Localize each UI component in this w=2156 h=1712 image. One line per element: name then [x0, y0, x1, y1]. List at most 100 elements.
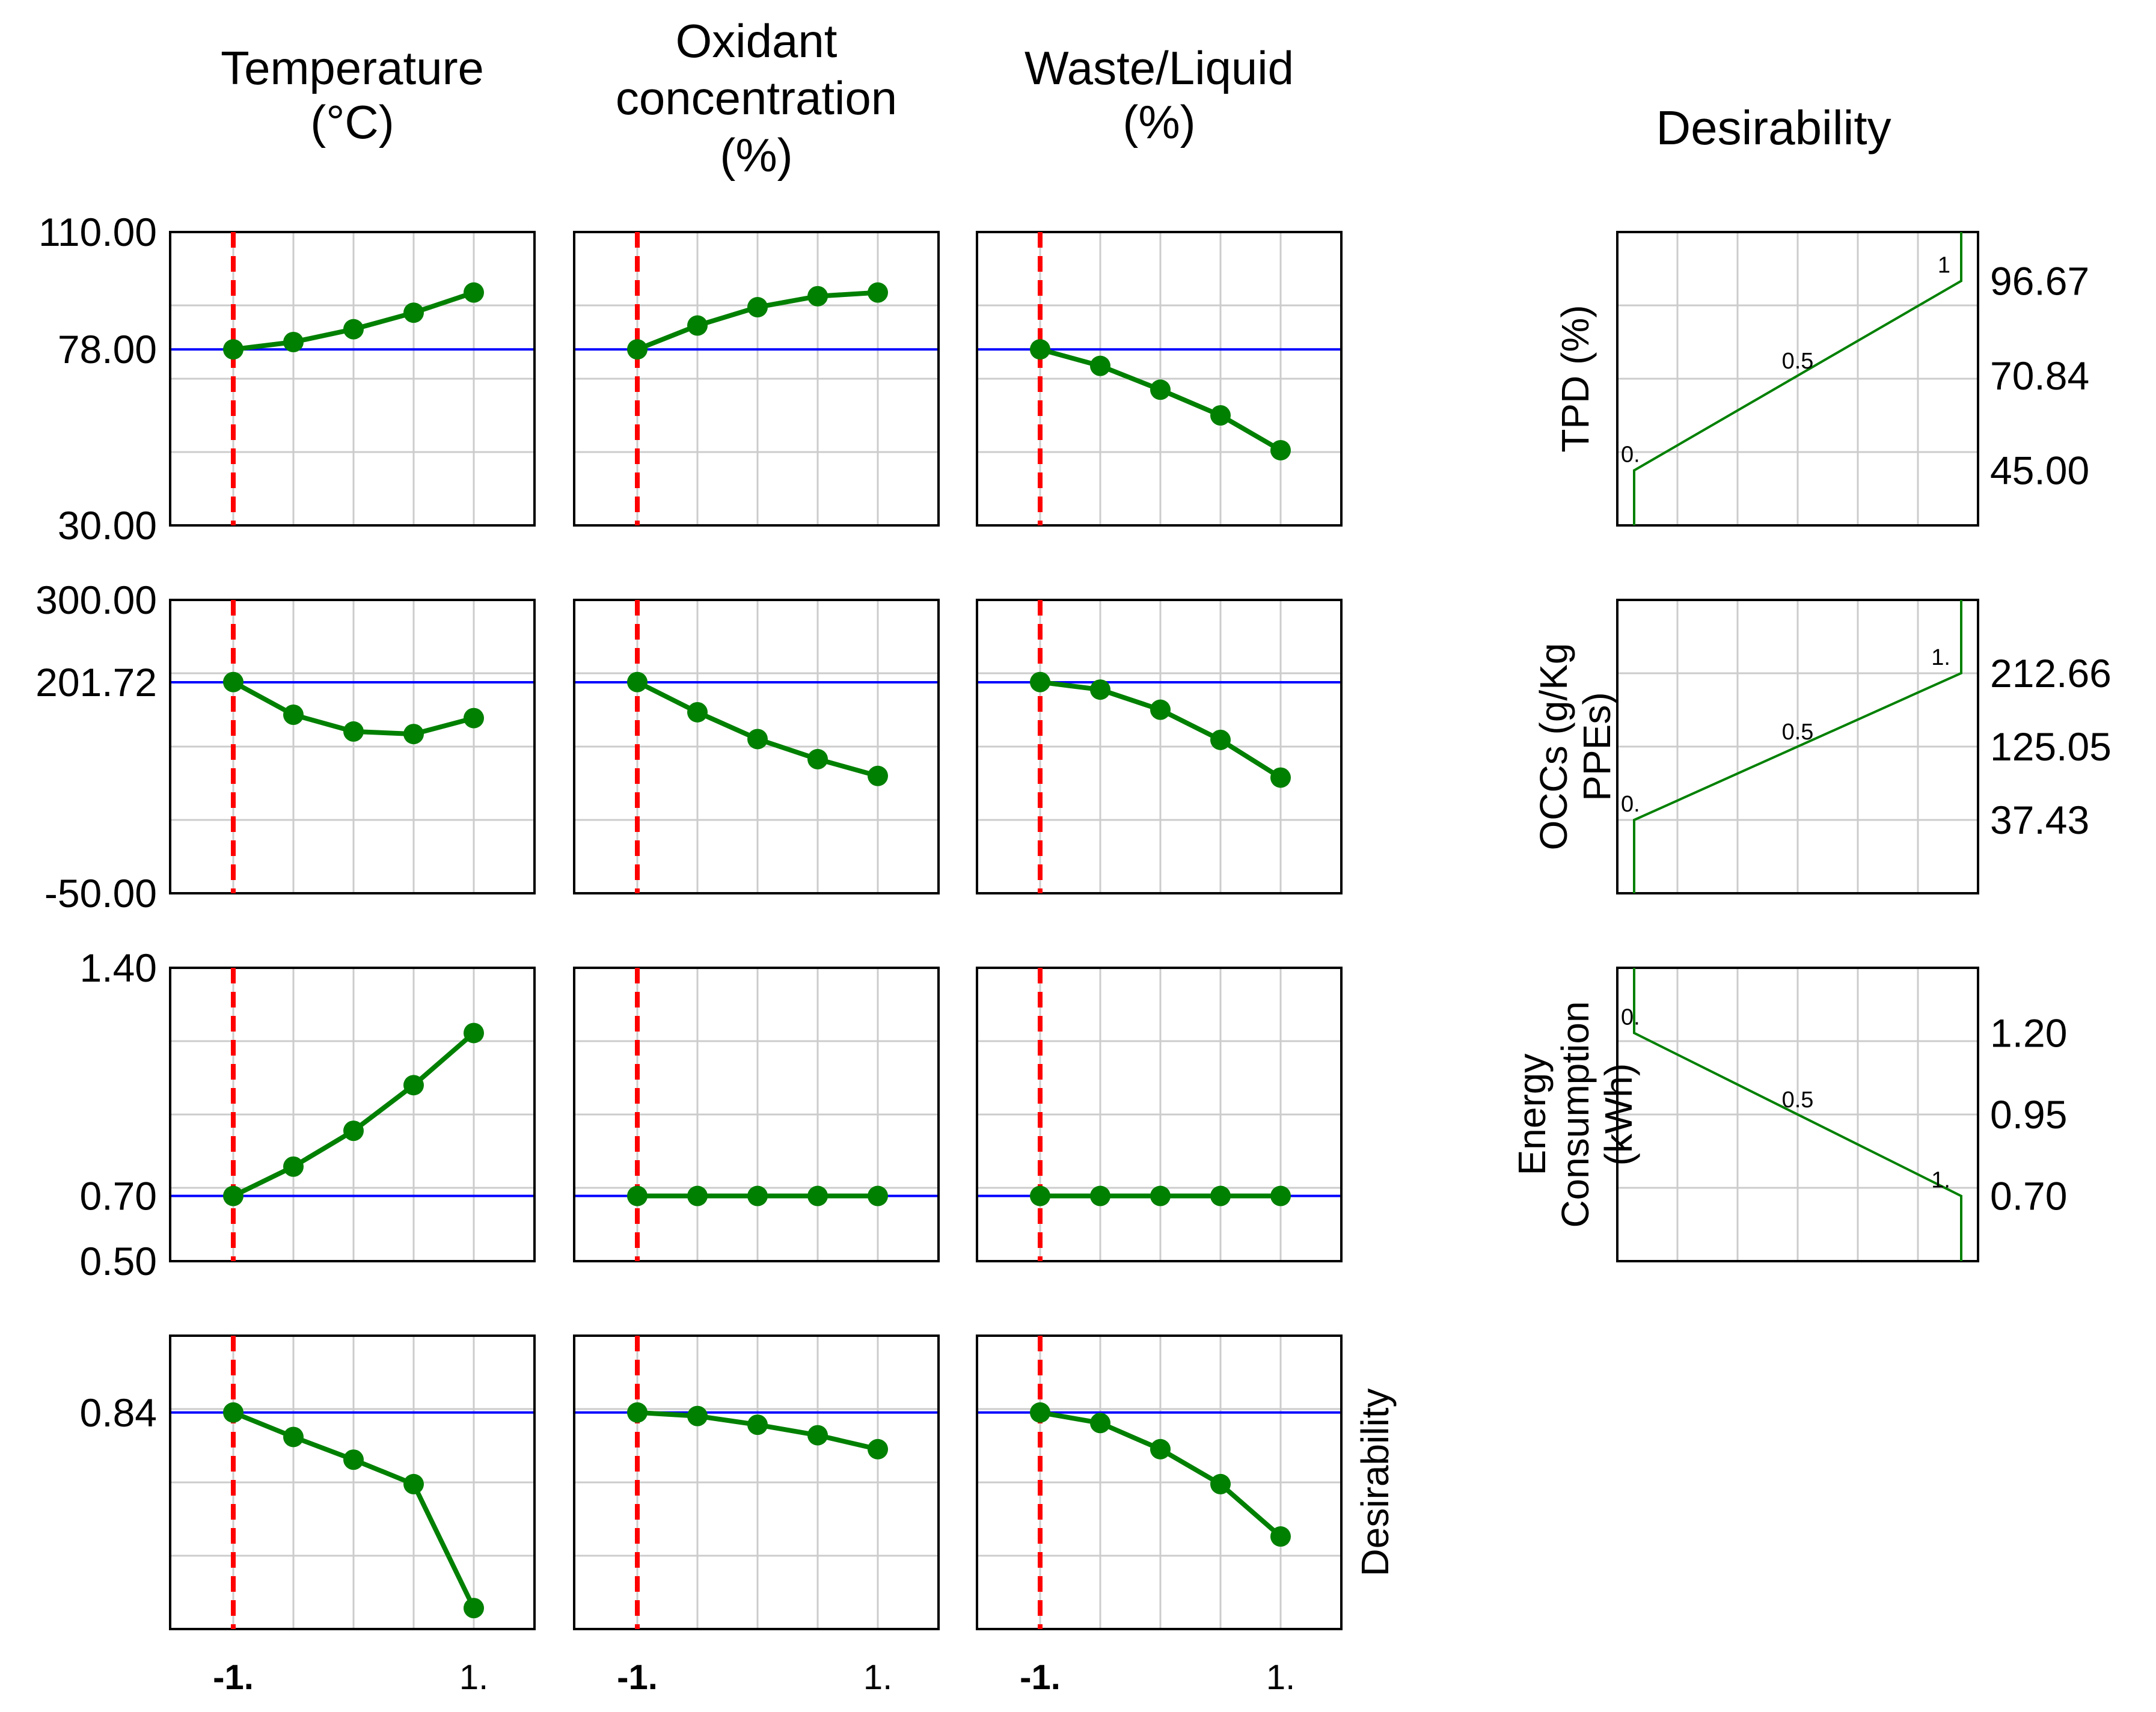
profile-point	[1210, 1473, 1231, 1494]
profile-point	[403, 724, 424, 745]
desirability-y-tick-label: 37.43	[1990, 798, 2089, 842]
column-title-line: concentration	[616, 72, 897, 124]
row-desirability-label: Desirability	[1353, 1389, 1397, 1577]
profile-point	[627, 1185, 648, 1206]
desirability-ylabel-line: Energy	[1510, 1054, 1554, 1176]
desirability-y-tick-label: 125.05	[1990, 724, 2112, 769]
y-tick-label: 0.50	[80, 1239, 157, 1283]
profile-point	[1210, 729, 1231, 750]
profile-point	[807, 286, 828, 307]
profile-point	[807, 1425, 828, 1446]
desirability-anno-high: 1.	[1931, 645, 1950, 670]
profile-point	[1090, 679, 1110, 700]
y-tick-label: -50.00	[44, 871, 157, 916]
profile-point	[464, 1598, 484, 1619]
desirability-ylabel-line: (kWh)	[1597, 1063, 1640, 1166]
panel-frame	[169, 1334, 536, 1630]
x-tick-label-high: 1.	[459, 1658, 488, 1697]
desirability-y-tick-label: 45.00	[1990, 448, 2089, 493]
profile-point	[343, 721, 364, 742]
profile-panel	[976, 231, 1343, 527]
profile-panel	[573, 599, 940, 894]
profile-point	[283, 705, 304, 726]
panel-frame	[1616, 599, 1979, 894]
profile-point	[1270, 439, 1291, 460]
profile-point	[807, 1185, 828, 1206]
profile-panel	[169, 599, 536, 894]
desirability-y-tick-label: 70.84	[1990, 353, 2089, 398]
profile-point	[1270, 1185, 1291, 1206]
profile-point	[868, 1185, 888, 1206]
profile-point	[1090, 1413, 1110, 1434]
panel-frame	[976, 231, 1343, 527]
profile-point	[747, 1185, 768, 1206]
profile-point	[627, 671, 648, 692]
profile-point	[283, 1426, 304, 1448]
y-tick-label: 201.72	[35, 660, 157, 705]
profile-point	[1090, 355, 1110, 376]
column-title-line: (°C)	[310, 96, 394, 148]
profile-point	[868, 282, 888, 303]
profile-panel	[976, 1334, 1343, 1630]
profile-panel	[573, 231, 940, 527]
profile-point	[747, 729, 768, 750]
x-tick-label-low: -1.	[213, 1658, 254, 1697]
profile-point	[627, 339, 648, 360]
desirability-anno-low: 0.	[1621, 442, 1640, 468]
profile-point	[403, 302, 424, 323]
profile-point	[343, 1449, 364, 1470]
profile-point	[1270, 1526, 1291, 1547]
profile-point	[747, 297, 768, 318]
desirability-y-tick-label: 212.66	[1990, 651, 2112, 696]
profile-point	[343, 319, 364, 340]
profile-panel	[976, 967, 1343, 1262]
column-title-line: Oxidant	[676, 14, 838, 67]
desirability-panel: 0. 0.5 1.	[1616, 967, 1979, 1262]
panel-frame	[169, 599, 536, 894]
profile-point	[747, 1414, 768, 1435]
y-tick-label: 30.00	[58, 503, 157, 548]
profile-point	[223, 1185, 243, 1206]
desirability-anno-mid: 0.5	[1782, 1087, 1814, 1113]
profile-point	[223, 339, 243, 360]
profile-point	[1030, 1402, 1050, 1423]
profile-point	[868, 765, 888, 786]
profile-panel	[169, 967, 536, 1262]
profile-point	[1210, 1185, 1231, 1206]
desirability-y-tick-label: 96.67	[1990, 258, 2089, 303]
profile-panel	[169, 1334, 536, 1630]
column-title-line: Waste/Liquid	[1024, 41, 1294, 94]
profile-panel	[573, 1334, 940, 1630]
profile-point	[1030, 339, 1050, 360]
profile-panel	[976, 599, 1343, 894]
desirability-anno-high: 1.	[1931, 1168, 1950, 1193]
profile-point	[687, 702, 708, 723]
desirability-anno-high: 1	[1938, 252, 1950, 278]
profile-point	[343, 1120, 364, 1142]
panel-frame	[1616, 967, 1979, 1262]
y-tick-label: 1.40	[80, 946, 157, 990]
profile-point	[687, 315, 708, 336]
desirability-panel: 0. 0.5 1	[1616, 231, 1979, 527]
panel-frame	[976, 967, 1343, 1262]
panel-frame	[169, 967, 536, 1262]
desirability-anno-low: 0.	[1621, 792, 1640, 817]
profile-point	[1150, 699, 1171, 720]
profile-point	[223, 1402, 243, 1423]
x-tick-label-high: 1.	[1266, 1658, 1295, 1697]
profile-panel	[169, 231, 536, 527]
profile-point	[1210, 405, 1231, 426]
desirability-ylabel-line: OCCs (g/Kg	[1532, 643, 1575, 851]
profile-point	[464, 1023, 484, 1044]
desirability-anno-low: 0.	[1621, 1004, 1640, 1030]
panel-frame	[573, 1334, 940, 1630]
profile-point	[464, 708, 484, 729]
profile-point	[687, 1405, 708, 1426]
panel-frame	[976, 599, 1343, 894]
profile-point	[807, 748, 828, 769]
y-tick-label: 110.00	[38, 210, 157, 254]
y-tick-label: 300.00	[35, 578, 157, 622]
x-tick-label-high: 1.	[863, 1658, 892, 1697]
profile-point	[627, 1402, 648, 1423]
